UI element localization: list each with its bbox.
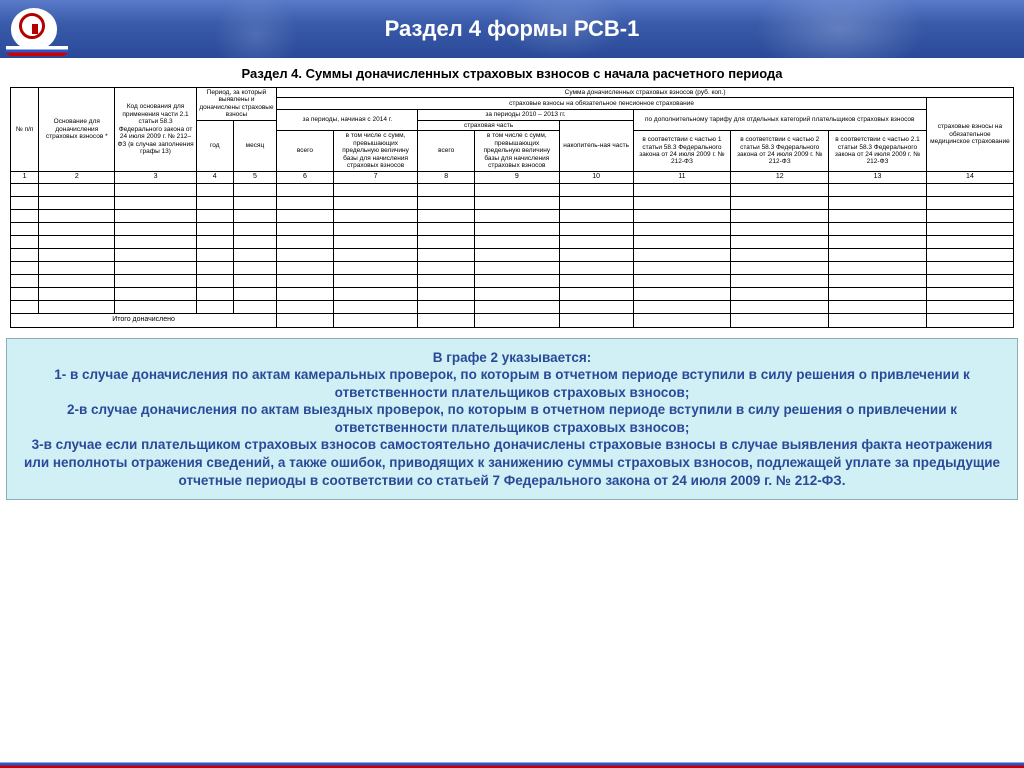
th-col10: накопитель-ная часть — [559, 120, 633, 171]
table-row — [11, 222, 1014, 235]
table-row — [11, 183, 1014, 196]
bottom-flag-stripe — [0, 760, 1024, 768]
column-number-row: 1 2 3 4 5 6 7 8 9 10 11 12 13 14 — [11, 171, 1014, 183]
th-col11: в соответствии с частью 1 статьи 58.3 Фе… — [633, 131, 731, 171]
th-col14: страховые взносы на обязательное медицин… — [926, 98, 1013, 171]
th-col12: в соответствии с частью 2 статьи 58.3 Фе… — [731, 131, 829, 171]
th-period2014: за периоды, начиная с 2014 г. — [277, 109, 418, 131]
th-col5: месяц — [233, 120, 276, 171]
notes-title: В графе 2 указывается: — [21, 349, 1003, 367]
blank-rows — [11, 183, 1014, 313]
form-table-wrap: № п/п Основание для доначисления страхов… — [0, 87, 1024, 328]
table-row — [11, 300, 1014, 313]
th-period-group: Период, за который выявлены и доначислен… — [196, 88, 276, 121]
form-table: № п/п Основание для доначисления страхов… — [10, 87, 1014, 328]
page-title: Раздел 4 формы РСВ-1 — [385, 16, 640, 42]
section-title: Раздел 4. Суммы доначисленных страховых … — [0, 58, 1024, 87]
th-addtariff: по дополнительному тарифу для отдельных … — [633, 109, 926, 131]
th-col9: в том числе с сумм, превышающих предельн… — [474, 131, 559, 171]
th-col6: всего — [277, 131, 334, 171]
table-row — [11, 196, 1014, 209]
pfr-logo — [6, 4, 62, 54]
footer-label: Итого доначислено — [11, 313, 277, 327]
notes-line2: 2-в случае доначисления по актам выездны… — [21, 401, 1003, 436]
table-row — [11, 209, 1014, 222]
th-col4: год — [196, 120, 233, 171]
th-col8: всего — [418, 131, 475, 171]
table-row — [11, 287, 1014, 300]
th-col3: Код основания для применения части 2.1 с… — [115, 88, 196, 172]
flag-ribbon-icon — [6, 46, 68, 56]
th-col1: № п/п — [11, 88, 39, 172]
header-banner: Раздел 4 формы РСВ-1 — [0, 0, 1024, 58]
table-row — [11, 248, 1014, 261]
th-period2010: за периоды 2010 – 2013 гг. — [418, 109, 633, 120]
th-sum-label: Сумма доначисленных страховых взносов (р… — [277, 88, 1014, 98]
notes-line1: 1- в случае доначисления по актам камера… — [21, 366, 1003, 401]
table-row — [11, 261, 1014, 274]
th-col2: Основание для доначисления страховых взн… — [39, 88, 115, 172]
notes-line3: 3-в случае если плательщиком страховых в… — [21, 436, 1003, 489]
th-col7: в том числе с сумм, превышающих предельн… — [333, 131, 418, 171]
table-row — [11, 235, 1014, 248]
th-pension-label: страховые взносы на обязательное пенсион… — [277, 98, 927, 109]
table-footer-row: Итого доначислено — [11, 313, 1014, 327]
notes-box: В графе 2 указывается: 1- в случае донач… — [6, 338, 1018, 500]
th-col13: в соответствии с частью 2.1 статьи 58.3 … — [829, 131, 927, 171]
th-insur-part: страховая часть — [418, 120, 559, 130]
table-row — [11, 274, 1014, 287]
